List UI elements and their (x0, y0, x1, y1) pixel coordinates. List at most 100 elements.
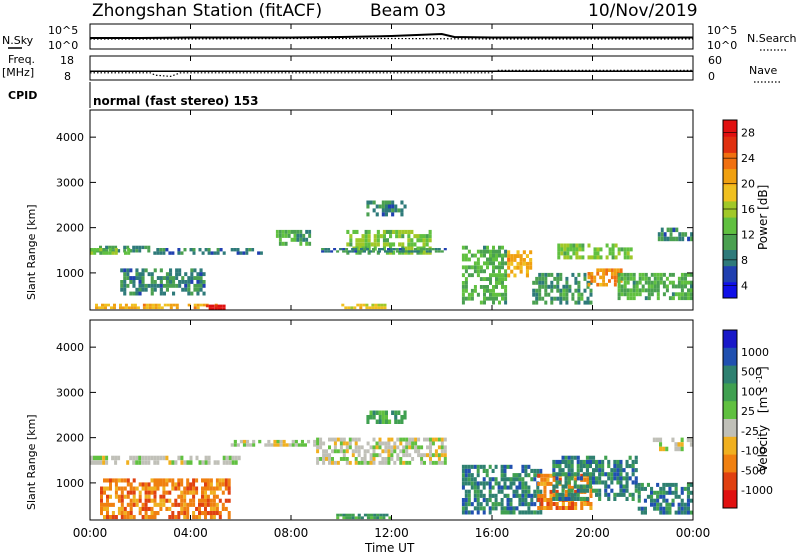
power-echo-cell (410, 250, 414, 255)
velocity-echo-cell (316, 441, 320, 446)
velocity-echo-cell (567, 464, 571, 469)
velocity-echo-cell (500, 506, 504, 511)
velocity-echo-cell (686, 437, 690, 443)
velocity-echo-cell (567, 496, 571, 501)
power-echo-cell (617, 284, 621, 289)
power-echo-cell (389, 229, 393, 234)
velocity-echo-cell (387, 449, 391, 454)
velocity-echo-cell (336, 513, 340, 517)
power-echo-cell (563, 247, 567, 252)
velocity-echo-cell (579, 496, 583, 501)
power-echo-cell (154, 303, 158, 307)
power-echo-cell (352, 229, 356, 234)
power-echo-cell (498, 300, 501, 305)
velocity-echo-cell (328, 445, 331, 450)
power-echo-cell (516, 261, 520, 266)
velocity-echo-cell (227, 511, 231, 516)
power-echo-cell (361, 242, 365, 247)
velocity-echo-cell (686, 502, 690, 507)
power-echo-cell (156, 276, 160, 280)
velocity-echo-cell (234, 460, 238, 465)
power-echo-cell (501, 273, 504, 278)
velocity-echo-cell (494, 506, 498, 511)
velocity-echo-cell (479, 493, 483, 498)
velocity-echo-cell (656, 498, 660, 503)
velocity-echo-cell (683, 510, 687, 515)
power-echo-cell (504, 292, 508, 297)
power-echo-cell (416, 246, 420, 251)
velocity-echo-cell (533, 473, 537, 478)
power-echo-cell (379, 234, 383, 239)
velocity-echo-cell (552, 477, 556, 482)
power-echo-cell (565, 300, 569, 305)
velocity-echo-cell (372, 437, 376, 442)
power-echo-cell (99, 248, 103, 252)
power-echo-cell (596, 251, 600, 256)
power-echo-cell (290, 237, 294, 242)
velocity-echo-cell (387, 441, 391, 446)
velocity-echo-cell (524, 510, 528, 515)
power-echo-cell (608, 251, 612, 256)
velocity-echo-cell (369, 453, 373, 458)
velocity-echo-region-3 (316, 437, 447, 465)
velocity-echo-cell (619, 476, 623, 481)
power-echo-cell (479, 253, 483, 258)
velocity-echo-cell (646, 482, 650, 487)
power-echo-cell (653, 276, 657, 281)
velocity-echo-cell (378, 441, 382, 446)
power-echo-cell (519, 258, 523, 262)
power-echo-cell (486, 261, 489, 266)
power-echo-cell (150, 291, 154, 296)
velocity-echo-cell (677, 506, 681, 511)
velocity-echo-cell (215, 494, 219, 499)
power-echo-region-10 (341, 303, 387, 310)
power-echo-cell (114, 248, 118, 252)
velocity-echo-cell (461, 485, 465, 490)
velocity-echo-cell (631, 472, 635, 477)
velocity-echo-cell (650, 486, 654, 491)
velocity-echo-cell (400, 419, 404, 424)
power-echo-cell (119, 306, 122, 310)
velocity-echo-cell (144, 498, 148, 503)
velocity-echo-cell (500, 510, 504, 515)
power-echo-cell (162, 248, 166, 252)
velocity-echo-cell (467, 493, 471, 498)
velocity-echo-cell (592, 488, 596, 493)
velocity-echo-cell (381, 449, 385, 454)
velocity-echo-cell (387, 445, 391, 450)
power-echo-cell (407, 250, 411, 253)
velocity-echo-cell (580, 506, 584, 510)
power-echo-cell (626, 296, 630, 301)
velocity-echo-cell (345, 457, 349, 461)
velocity-echo-cell (378, 445, 382, 450)
power-echo-cell (126, 272, 130, 277)
power-echo-cell (483, 261, 486, 266)
power-echo-cell (401, 242, 405, 247)
velocity-echo-cell (671, 502, 675, 507)
power-echo-cell (192, 248, 196, 252)
power-echo-cell (535, 280, 539, 285)
velocity-echo-cell (204, 511, 207, 516)
velocity-echo-cell (384, 460, 388, 465)
power-echo-cell (653, 272, 657, 277)
power-echo-cell (644, 296, 648, 301)
power-echo-cell (489, 292, 492, 297)
velocity-echo-cell (512, 481, 516, 486)
velocity-echo-cell (342, 453, 346, 458)
velocity-echo-cell (237, 455, 241, 461)
power-echo-cell (135, 272, 139, 277)
velocity-echo-cell (677, 510, 681, 515)
velocity-echo-cell (174, 460, 178, 465)
velocity-echo-cell (595, 480, 599, 485)
power-echo-cell (580, 296, 584, 301)
power-echo-cell (467, 265, 471, 270)
velocity-echo-cell (153, 515, 157, 520)
velocity-echo-cell (506, 510, 510, 515)
velocity-echo-cell (503, 485, 507, 490)
velocity-echo-cell (491, 477, 495, 482)
power-echo-cell (617, 251, 621, 256)
velocity-echo-cell (592, 476, 596, 481)
velocity-echo-cell (423, 453, 426, 458)
velocity-echo-cell (90, 460, 93, 465)
